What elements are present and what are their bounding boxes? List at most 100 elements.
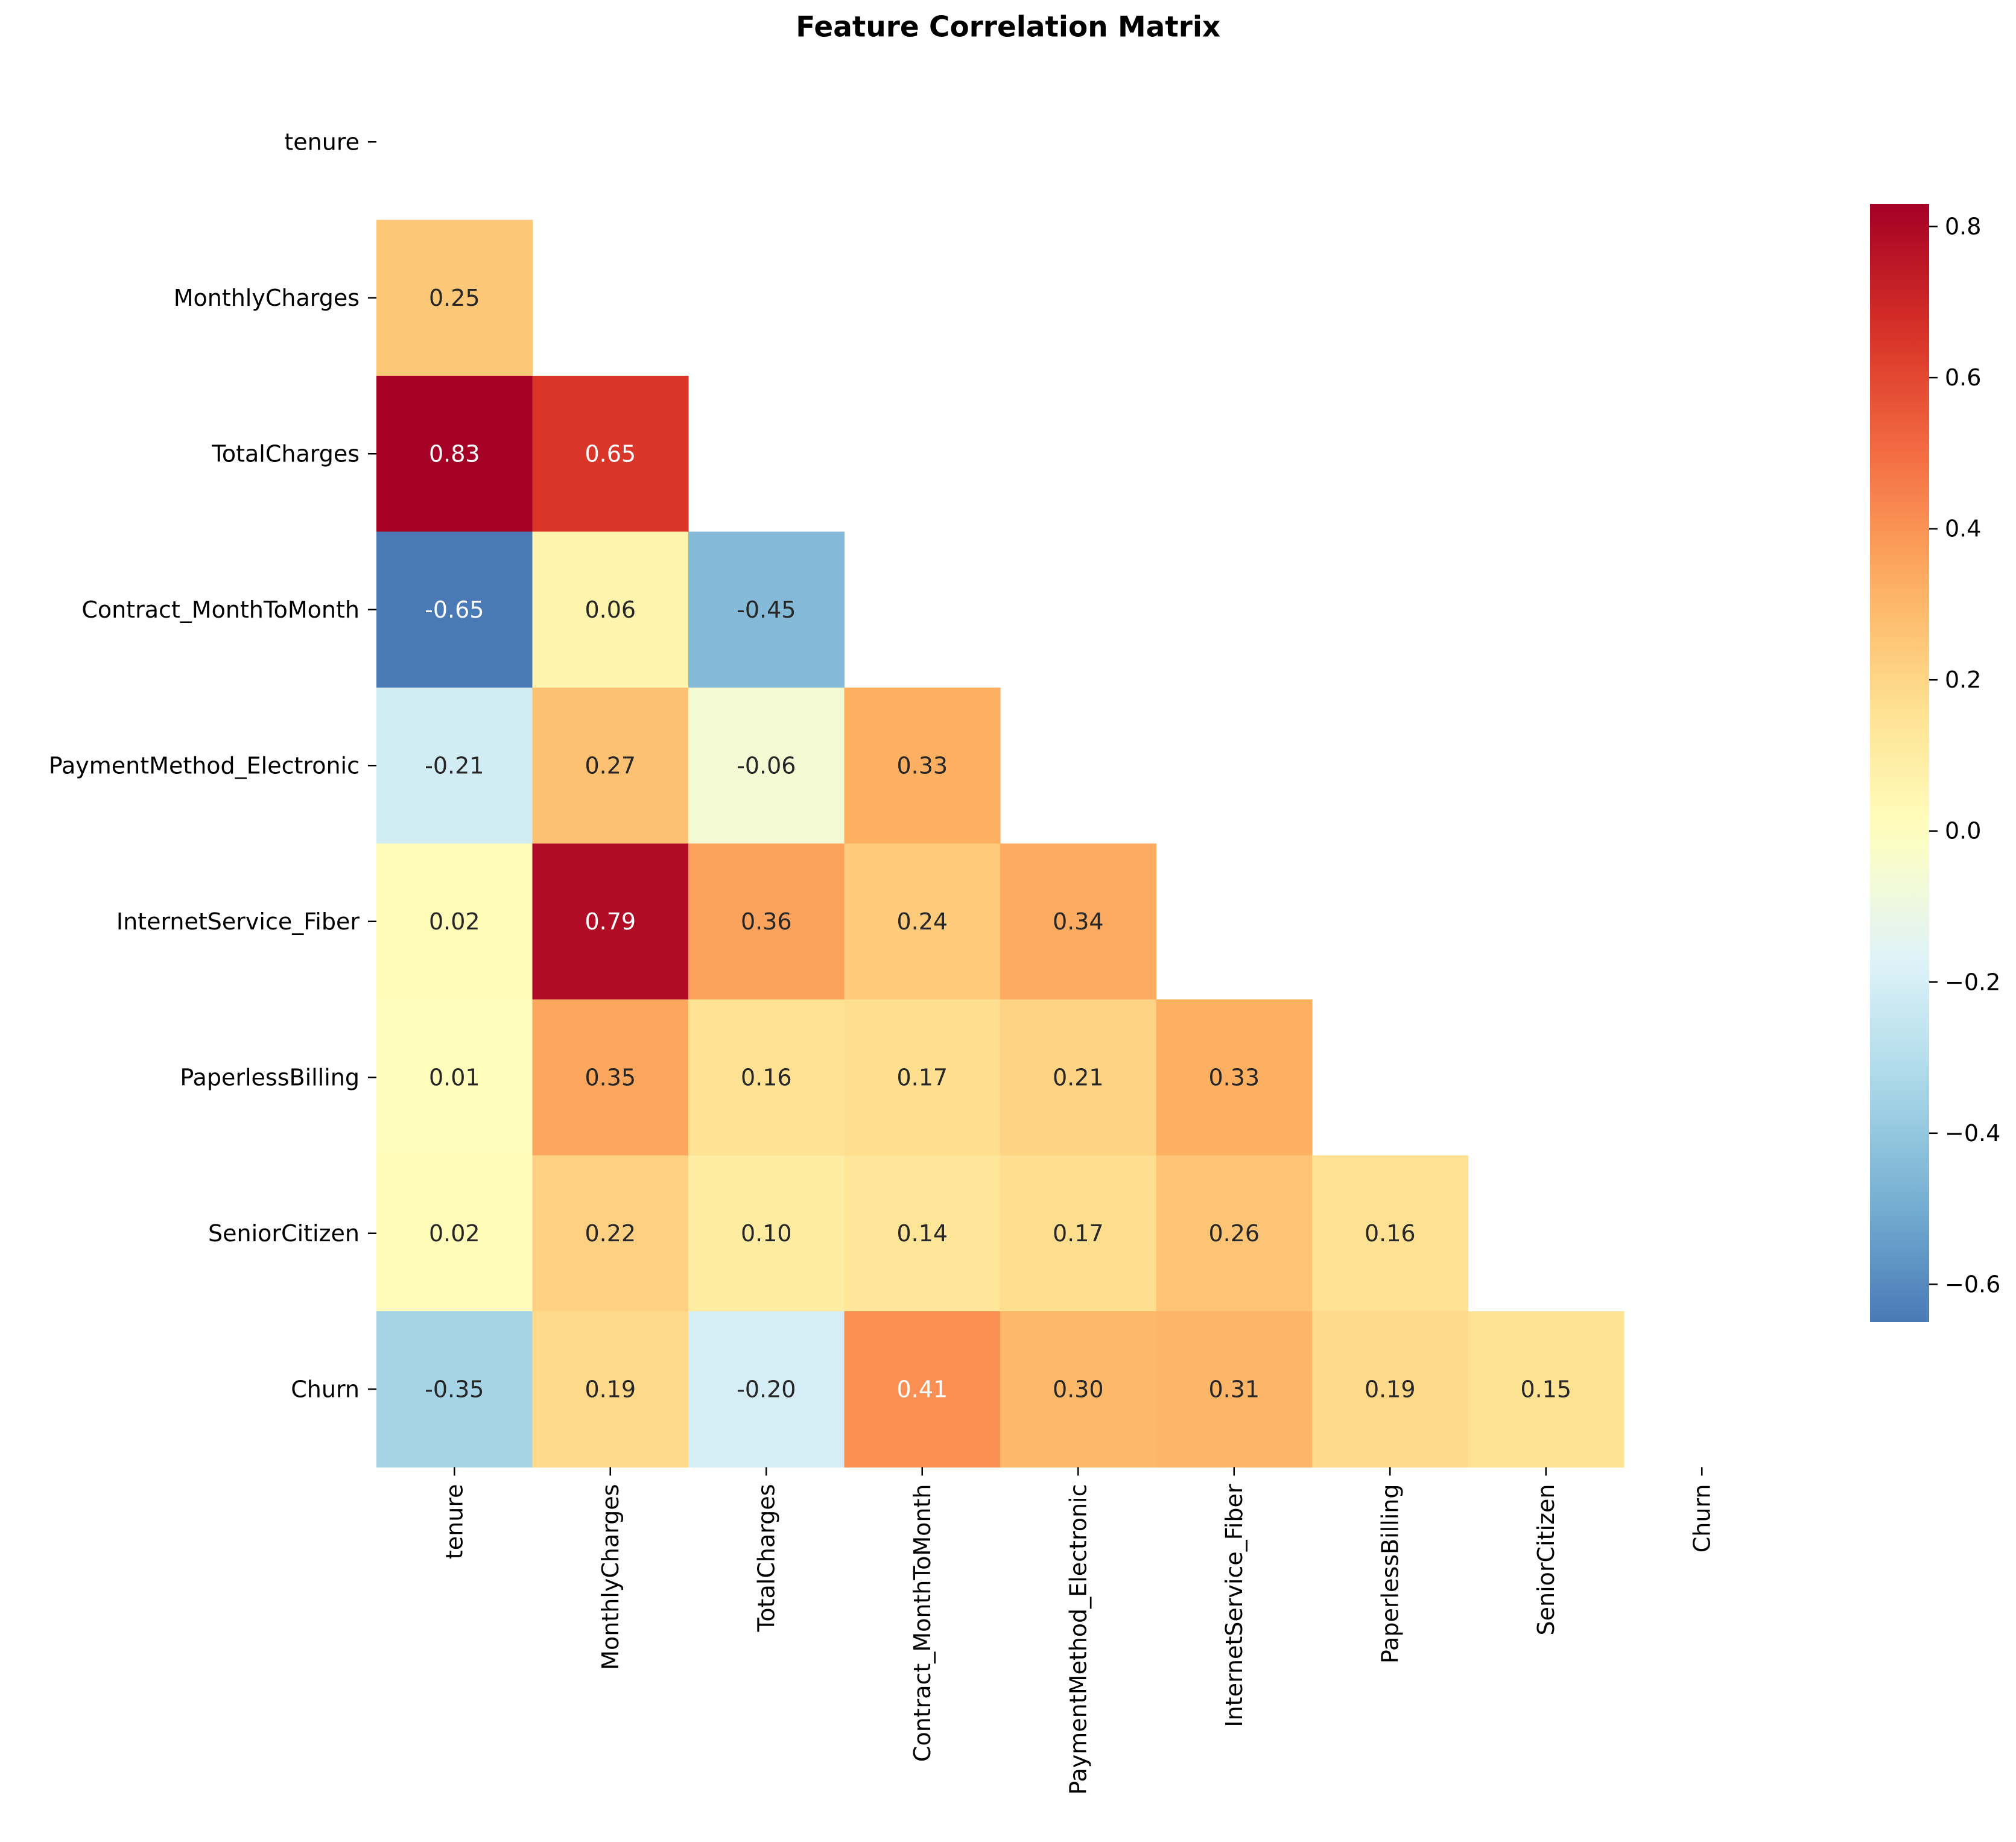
cell-value-label: 0.33 — [1208, 1064, 1260, 1090]
colorbar-tick-label: 0.8 — [1945, 214, 1981, 240]
heatmap-cell — [688, 1311, 845, 1468]
cell-value-label: 0.10 — [741, 1220, 792, 1247]
heatmap-cell — [688, 1155, 845, 1312]
heatmap-annotations: 0.25 0.83 0.65 -0.65 0.06 -0.45 -0.21 0.27 -0.06… — [425, 285, 1571, 1403]
cell-value-label: 0.83 — [429, 440, 480, 467]
heatmap-cell — [844, 688, 1001, 844]
cell-value-label: 0.26 — [1208, 1220, 1260, 1247]
x-tick-label: tenure — [441, 1484, 468, 1560]
y-tick-label: TotalCharges — [211, 440, 360, 467]
x-tick-label: MonthlyCharges — [597, 1484, 624, 1670]
y-tick-label: tenure — [284, 128, 360, 155]
cell-value-label: 0.22 — [585, 1220, 636, 1247]
cell-value-label: 0.19 — [585, 1376, 636, 1402]
heatmap-cell — [688, 999, 845, 1156]
heatmap-cell — [1312, 1155, 1469, 1312]
x-tick-label: TotalCharges — [753, 1484, 779, 1633]
heatmap-cell — [1156, 1155, 1313, 1312]
cell-value-label: 0.30 — [1053, 1376, 1104, 1402]
cell-value-label: 0.34 — [1053, 908, 1104, 935]
y-tick-label: SeniorCitizen — [208, 1220, 360, 1247]
heatmap-cell — [532, 843, 689, 1000]
cell-value-label: 0.25 — [429, 285, 480, 311]
heatmap-cell — [688, 843, 845, 1000]
y-tick-label: InternetService_Fiber — [116, 908, 360, 935]
heatmap-cell — [532, 531, 689, 688]
heatmap-cell — [844, 1311, 1001, 1468]
cell-value-label: 0.06 — [585, 597, 636, 623]
cell-value-label: 0.33 — [896, 752, 948, 779]
cell-value-label: 0.24 — [896, 908, 948, 935]
heatmap-cell — [1000, 1155, 1157, 1312]
heatmap-cell — [688, 531, 845, 688]
cell-value-label: 0.36 — [741, 908, 792, 935]
cell-value-label: 0.27 — [585, 752, 636, 779]
heatmap-cell — [1000, 1311, 1157, 1468]
cell-value-label: 0.14 — [896, 1220, 948, 1247]
y-tick-label: PaymentMethod_Electronic — [49, 752, 360, 779]
cell-value-label: 0.02 — [429, 1220, 480, 1247]
cell-value-label: 0.16 — [741, 1064, 792, 1090]
heatmap-cell — [532, 1155, 689, 1312]
y-axis: tenure MonthlyCharges TotalCharges Contract… — [49, 128, 376, 1402]
cell-value-label: -0.45 — [737, 597, 796, 623]
heatmap-cell — [376, 531, 533, 688]
heatmap-cell — [376, 376, 533, 533]
x-tick-label: Contract_MonthToMonth — [909, 1484, 936, 1762]
x-tick-label: InternetService_Fiber — [1221, 1484, 1247, 1727]
heatmap-cell — [376, 1311, 533, 1468]
y-tick-label: Churn — [291, 1376, 360, 1402]
y-tick-label: PaperlessBilling — [180, 1064, 360, 1090]
heatmap-cell — [844, 1155, 1001, 1312]
colorbar-gradient — [1870, 204, 1929, 1322]
x-axis: tenure MonthlyCharges TotalCharges Contract… — [441, 1467, 1715, 1795]
x-tick-label: SeniorCitizen — [1533, 1484, 1559, 1636]
heatmap-cell — [1000, 999, 1157, 1156]
cell-value-label: 0.65 — [585, 440, 636, 467]
x-tick-label: PaperlessBilling — [1377, 1484, 1403, 1664]
cell-value-label: 0.19 — [1365, 1376, 1416, 1402]
cell-value-label: -0.35 — [425, 1376, 484, 1402]
chart-title: Feature Correlation Matrix — [796, 11, 1221, 44]
cell-value-label: -0.21 — [425, 752, 484, 779]
cell-value-label: 0.01 — [429, 1064, 480, 1090]
heatmap-cell — [376, 220, 533, 376]
cell-value-label: 0.17 — [1053, 1220, 1104, 1247]
heatmap-cell — [1156, 1311, 1313, 1468]
heatmap-cells — [376, 220, 1625, 1468]
colorbar-tick-label: −0.2 — [1945, 969, 2000, 995]
y-tick-label: Contract_MonthToMonth — [81, 597, 360, 623]
heatmap-cell — [688, 688, 845, 844]
cell-value-label: -0.20 — [737, 1376, 796, 1402]
heatmap-cell — [844, 843, 1001, 1000]
heatmap-cell — [1468, 1311, 1625, 1468]
colorbar-tick-label: 0.0 — [1945, 818, 1981, 844]
y-tick-label: MonthlyCharges — [174, 285, 360, 311]
x-tick-label: Churn — [1688, 1484, 1715, 1553]
heatmap-cell — [532, 376, 689, 533]
heatmap-cell — [1312, 1311, 1469, 1468]
heatmap-cell — [1000, 843, 1157, 1000]
heatmap-cell — [376, 688, 533, 844]
colorbar-tick-label: 0.2 — [1945, 666, 1981, 693]
heatmap-cell — [1156, 999, 1313, 1156]
cell-value-label: 0.41 — [896, 1376, 948, 1402]
heatmap-cell — [532, 688, 689, 844]
heatmap-cell — [532, 1311, 689, 1468]
colorbar: 0.8 0.6 0.4 0.2 0.0 −0.2 −0.4 −0.6 — [1870, 204, 2000, 1322]
cell-value-label: -0.65 — [425, 597, 484, 623]
cell-value-label: 0.21 — [1053, 1064, 1104, 1090]
heatmap-cell — [532, 999, 689, 1156]
colorbar-tick-label: 0.6 — [1945, 364, 1981, 391]
heatmap-cell — [376, 1155, 533, 1312]
cell-value-label: 0.02 — [429, 908, 480, 935]
colorbar-tick-label: 0.4 — [1945, 516, 1981, 542]
cell-value-label: 0.16 — [1365, 1220, 1416, 1247]
cell-value-label: 0.17 — [896, 1064, 948, 1090]
colorbar-tick-label: −0.4 — [1945, 1120, 2000, 1147]
cell-value-label: -0.06 — [737, 752, 796, 779]
heatmap-cell — [376, 999, 533, 1156]
x-tick-label: PaymentMethod_Electronic — [1065, 1484, 1091, 1795]
